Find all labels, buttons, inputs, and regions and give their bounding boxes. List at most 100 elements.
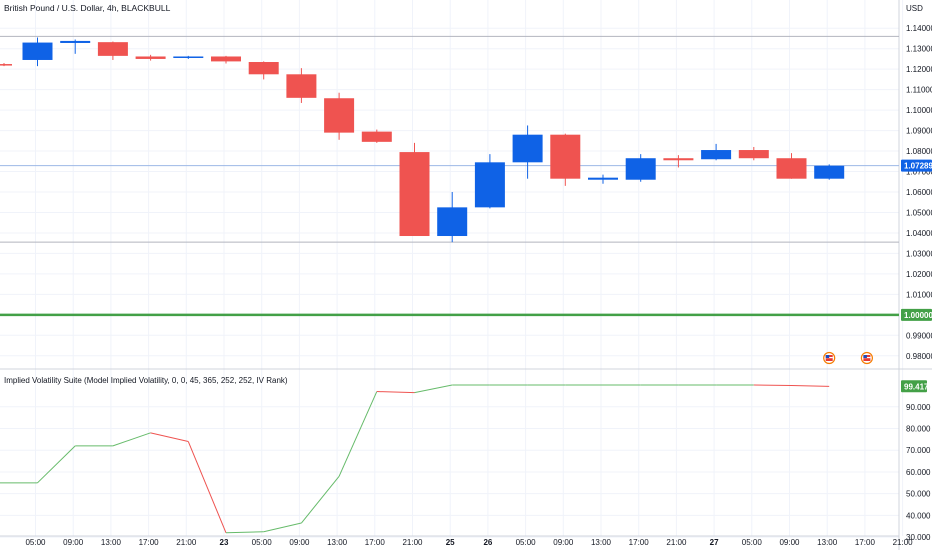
iv-tick-label: 30.000 — [906, 533, 931, 542]
candle-body — [663, 158, 694, 161]
candle-body — [97, 42, 128, 56]
time-tick-label: 17:00 — [139, 538, 160, 547]
price-tick-label: 1.04000 — [906, 229, 932, 238]
candle-body — [286, 74, 317, 98]
last-price-label: 1.07289 — [904, 162, 932, 171]
candle[interactable] — [738, 146, 769, 161]
iv-tick-label: 80.000 — [906, 424, 931, 433]
candles[interactable] — [0, 37, 845, 243]
time-tick-label: 17:00 — [855, 538, 876, 547]
candle[interactable] — [22, 37, 53, 67]
candle[interactable] — [399, 142, 430, 237]
candle[interactable] — [512, 125, 543, 179]
price-tick-label: 1.06000 — [906, 188, 932, 197]
time-tick-label: 21:00 — [893, 538, 914, 547]
chart-title: British Pound / U.S. Dollar, 4h, BLACKBU… — [4, 3, 171, 13]
flag-canton — [863, 355, 867, 358]
candle-body — [512, 134, 543, 163]
candle-body — [701, 150, 732, 160]
candle[interactable] — [663, 155, 694, 168]
iv-segment — [225, 531, 264, 534]
candle[interactable] — [324, 92, 355, 140]
time-tick-label: 09:00 — [779, 538, 800, 547]
price-tick-label: 1.02000 — [906, 270, 932, 279]
event-icons[interactable] — [823, 351, 874, 365]
candle[interactable] — [776, 153, 807, 179]
candle-body — [738, 150, 769, 159]
iv-tick-label: 40.000 — [906, 511, 931, 520]
candle-body — [135, 56, 166, 59]
iv-tick-label: 60.000 — [906, 468, 931, 477]
candle-body — [437, 207, 468, 237]
price-tick-label: 1.07000 — [906, 168, 932, 177]
candle-body — [776, 158, 807, 179]
key-level-tag[interactable] — [901, 308, 932, 321]
price-tick-label: 0.98000 — [906, 352, 932, 361]
candle-body — [588, 177, 618, 180]
iv-segment — [414, 384, 453, 394]
flag-canton — [825, 355, 830, 358]
time-tick-label: 05:00 — [25, 538, 46, 547]
time-tick-label: 09:00 — [289, 538, 310, 547]
price-tick-label: 1.11000 — [906, 86, 932, 95]
iv-segment — [112, 432, 151, 447]
time-tick-label: 23 — [220, 538, 229, 547]
iv-segment — [187, 441, 227, 533]
time-tick-label: 05:00 — [252, 538, 273, 547]
candle[interactable] — [97, 41, 128, 60]
iv-segment — [791, 384, 830, 387]
candle[interactable] — [248, 61, 279, 80]
candle[interactable] — [814, 164, 845, 180]
candle[interactable] — [474, 154, 505, 209]
candle-body — [0, 64, 12, 66]
candle-body — [361, 131, 392, 142]
candle[interactable] — [135, 54, 166, 61]
last-price-tag[interactable] — [901, 159, 932, 172]
iv-segment — [376, 391, 415, 394]
candle[interactable] — [173, 55, 204, 59]
price-axis[interactable]: 1.14000 1.13000 1.12000 1.11000 1.10000 1.090… — [901, 24, 932, 542]
key-level-label: 1.00000 — [904, 311, 932, 320]
price-tick-label: 1.12000 — [906, 65, 932, 74]
time-tick-label: 17:00 — [629, 538, 650, 547]
time-tick-label: 13:00 — [817, 538, 838, 547]
candle-body — [625, 158, 656, 180]
time-tick-label: 26 — [483, 538, 492, 547]
iv-value-label: 99.417 — [904, 382, 929, 391]
candle-body — [324, 98, 355, 133]
iv-line[interactable] — [0, 384, 830, 534]
iv-segment — [150, 432, 189, 443]
candle[interactable] — [60, 39, 91, 54]
price-tick-label: 1.05000 — [906, 208, 932, 217]
candle[interactable] — [361, 129, 392, 143]
indicator-title: Implied Volatility Suite (Model Implied … — [4, 376, 288, 385]
candle-body — [550, 134, 581, 179]
candle-body — [211, 56, 241, 62]
candle-body — [173, 56, 204, 58]
candle[interactable] — [588, 174, 618, 184]
iv-value-tag[interactable] — [901, 380, 927, 393]
price-tick-label: 1.10000 — [906, 106, 932, 115]
time-tick-label: 27 — [710, 538, 719, 547]
us-flag-event-icon[interactable] — [860, 351, 874, 365]
price-tick-label: 1.14000 — [906, 24, 932, 33]
candle[interactable] — [437, 192, 468, 243]
iv-segment — [338, 391, 378, 477]
candle[interactable] — [625, 154, 656, 182]
candle[interactable] — [0, 63, 12, 67]
candle[interactable] — [211, 55, 241, 64]
price-tick-label: 1.13000 — [906, 45, 932, 54]
candle[interactable] — [701, 143, 732, 161]
currency-label: USD — [906, 4, 923, 13]
time-tick-label: 13:00 — [327, 538, 348, 547]
time-tick-label: 25 — [446, 538, 455, 547]
price-tick-label: 1.09000 — [906, 127, 932, 136]
us-flag-event-icon[interactable] — [823, 351, 836, 365]
time-tick-label: 05:00 — [742, 538, 763, 547]
time-axis[interactable]: 05:00 09:00 13:00 17:00 21:00 23 05:00 09:00 13:… — [25, 538, 932, 547]
candle[interactable] — [286, 68, 317, 103]
candle[interactable] — [550, 133, 581, 186]
